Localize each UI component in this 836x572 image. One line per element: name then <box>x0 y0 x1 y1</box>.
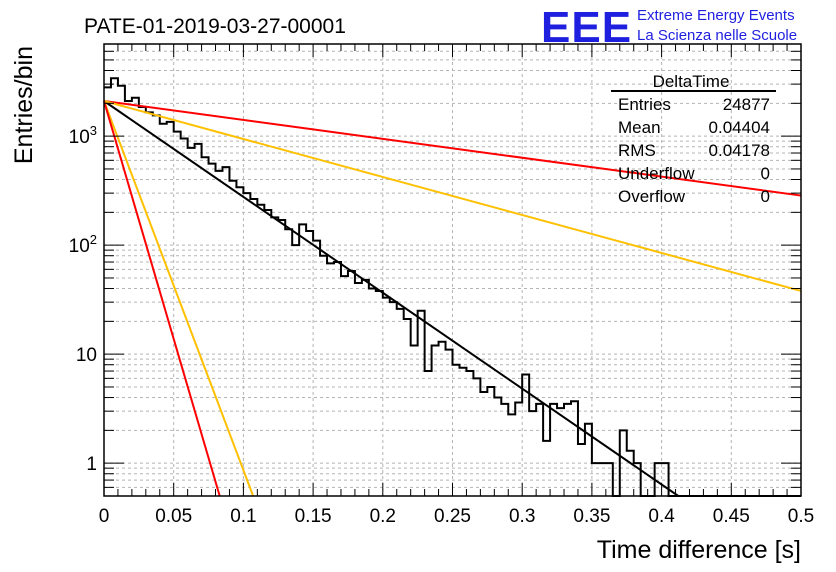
histogram-series <box>104 77 801 497</box>
x-tick-label: 0.45 <box>713 506 750 527</box>
stats-row-label: Entries <box>618 95 671 114</box>
y-tick-label: 10 <box>76 345 97 366</box>
eee-logo: EEE Extreme Energy Events La Scienza nel… <box>541 3 797 52</box>
y-tick-label: 1 <box>86 454 97 475</box>
x-tick-label: 0.2 <box>370 506 396 527</box>
stats-row-value: 0 <box>761 164 770 183</box>
eee-logo-line1: Extreme Energy Events <box>637 7 795 24</box>
y-tick-base: 10 <box>69 236 90 257</box>
x-tick-label: 0.3 <box>509 506 535 527</box>
y-tick-base: 1 <box>86 454 97 475</box>
y-tick-exponent: 3 <box>90 123 97 138</box>
eee-logo-line2: La Scienza nelle Scuole <box>637 27 797 44</box>
fit-line-5 <box>103 100 221 497</box>
x-tick-label: 0.5 <box>788 506 814 527</box>
x-tick-label: 0.1 <box>230 506 256 527</box>
x-tick-label: 0.4 <box>648 506 675 527</box>
stats-row-label: Underflow <box>618 164 695 183</box>
x-axis-label: Time difference [s] <box>597 536 801 564</box>
x-tick-label: 0.15 <box>295 506 332 527</box>
axis-ticks <box>103 44 802 496</box>
y-tick-base: 10 <box>76 345 97 366</box>
stats-row-value: 24877 <box>723 95 770 114</box>
fit-line-4 <box>103 100 255 497</box>
stats-row-label: RMS <box>618 141 656 160</box>
y-tick-label: 103 <box>69 123 97 148</box>
stats-box: DeltaTime Entries 24877 Mean 0.04404 RMS 0.04… <box>611 72 776 206</box>
y-tick-exponent: 2 <box>90 232 97 247</box>
fit-line-2 <box>103 100 802 197</box>
x-tick-labels: 0 0.05 0.1 0.15 0.2 0.25 0.3 0.35 0.4 0.45 0.5 <box>99 506 815 527</box>
x-tick-label: 0 <box>99 506 110 527</box>
fit-line-1 <box>103 100 679 497</box>
x-tick-label: 0.35 <box>573 506 610 527</box>
fit-line-3 <box>103 100 802 292</box>
y-tick-label: 102 <box>69 232 97 257</box>
stats-row-value: 0 <box>761 187 770 206</box>
fit-lines <box>103 100 802 497</box>
stats-name: DeltaTime <box>653 72 730 91</box>
stats-rows: Entries 24877 Mean 0.04404 RMS 0.04178 Underfl… <box>618 95 770 206</box>
chart-title: PATE-01-2019-03-27-00001 <box>84 15 346 38</box>
y-tick-base: 10 <box>69 127 90 148</box>
stats-row-value: 0.04178 <box>709 141 770 160</box>
x-tick-label: 0.05 <box>155 506 192 527</box>
y-axis-label: Entries/bin <box>10 46 38 164</box>
histogram <box>104 77 801 497</box>
stats-row-label: Mean <box>618 118 661 137</box>
stats-row-value: 0.04404 <box>709 118 770 137</box>
stats-row-label: Overflow <box>618 187 686 206</box>
x-tick-label: 0.25 <box>434 506 471 527</box>
